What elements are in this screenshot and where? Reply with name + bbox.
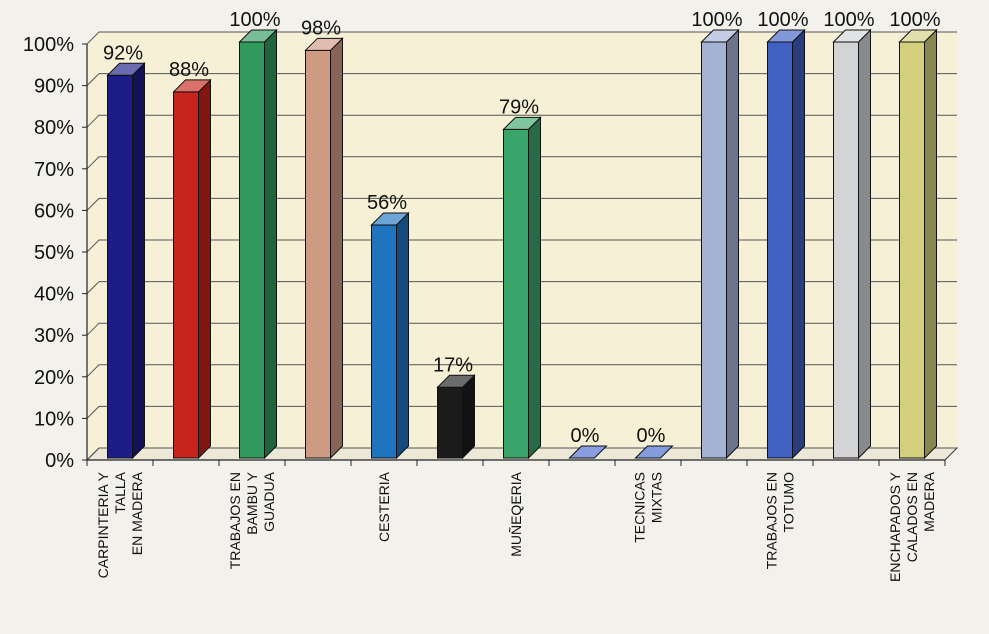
gridline [86,197,957,211]
bar-front [833,41,859,459]
bar-front [239,41,265,459]
y-tick-label: 100% [23,34,74,56]
bar [634,445,674,459]
gridline [86,73,957,86]
data-label: 98% [301,17,341,39]
bar-top [568,445,608,459]
bar-top [898,29,938,43]
x-category-label: ENCHAPADOS Y [887,471,903,582]
bar [436,374,476,460]
bar [238,28,278,460]
bar-side [528,116,541,460]
bar-top [832,29,872,43]
bar-top [766,29,806,43]
data-label: 100% [229,9,280,31]
bar-top [370,212,410,226]
bar-front [701,41,727,459]
x-category-label: EN MADERA [129,471,145,555]
bar-top [172,79,212,93]
y-tick-label: 0% [45,450,74,472]
bar [700,28,740,460]
x-category-label: TECNICAS [632,472,648,543]
bar-front [305,49,331,459]
x-category-label: BAMBU Y [244,471,260,534]
bar [370,211,410,460]
bar-side [858,28,871,460]
data-label: 100% [823,9,874,31]
x-category-label: TRABAJOS EN [764,472,780,569]
gridline [86,281,957,294]
bar-top [238,29,278,43]
gridline [86,239,957,253]
bar-side [198,78,211,460]
bar [106,62,146,460]
x-category-label: GUADUA [261,471,277,532]
x-category-label: MIXTAS [649,472,665,523]
x-category-label: MUÑEQERIA [508,471,524,556]
y-tick-label: 80% [34,117,74,139]
bar [898,28,938,460]
gridline [86,114,957,128]
gridline [86,322,957,336]
bar-top [304,37,344,51]
y-tick-label: 70% [34,159,74,181]
gridline [86,156,957,170]
bar-front [371,224,397,459]
x-category-label: MADERA [921,471,937,532]
gridline [86,31,957,45]
x-category-label: CESTERIA [376,471,392,542]
y-tick-label: 50% [34,242,74,264]
y-tick-label: 10% [34,408,74,430]
data-label: 56% [367,192,407,214]
bar-top [106,62,146,76]
data-label: 100% [757,9,808,31]
gridline [86,405,957,419]
y-tick-label: 20% [34,367,74,389]
bar [502,116,542,460]
bar [568,445,608,459]
bar [172,78,212,460]
data-label: 0% [637,425,666,447]
bar-side [132,62,145,460]
bar-side [462,374,475,460]
data-label: 100% [691,9,742,31]
bar-side [726,28,739,460]
bar-front [767,41,793,459]
y-tick-label: 30% [34,325,74,347]
bar-side [330,37,343,460]
bar-side [924,28,937,460]
bar-front [899,41,925,459]
data-label: 100% [889,9,940,31]
bar [766,28,806,460]
bar-top [634,445,674,459]
bar [304,37,344,460]
bar-front [173,91,199,459]
x-category-label: TALLA [112,471,128,513]
y-tick-label: 60% [34,200,74,222]
data-label: 0% [571,425,600,447]
y-tick-label: 90% [34,76,74,98]
bar-top [502,116,542,130]
y-tick-label: 40% [34,284,74,306]
bar-top [436,374,476,388]
bar-side [264,28,277,460]
bar-front [107,74,133,459]
bar-front [437,386,463,459]
data-label: 88% [169,59,209,81]
x-category-label: CALADOS EN [904,472,920,562]
bar-top [700,29,740,43]
x-category-label: TRABAJOS EN [227,472,243,569]
gridline [86,364,957,378]
data-label: 79% [499,96,539,118]
x-category-label: TOTUMO [781,472,797,533]
bar-side [396,211,409,460]
bar-side [792,28,805,460]
x-category-label: CARPINTERIA Y [95,471,111,578]
data-label: 17% [433,354,473,376]
data-label: 92% [103,42,143,64]
bar-front [503,128,529,459]
bar [832,28,872,460]
